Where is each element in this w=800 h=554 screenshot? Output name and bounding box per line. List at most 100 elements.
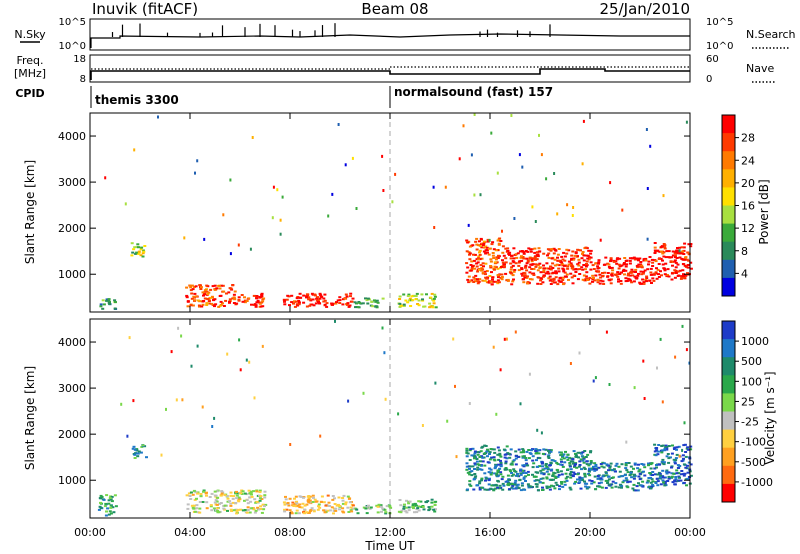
- heatmap-cell: [478, 468, 482, 471]
- heatmap-speckle: [572, 206, 575, 209]
- heatmap-cell: [258, 491, 262, 494]
- heatmap-cell: [133, 453, 137, 456]
- heatmap-cell: [606, 272, 610, 274]
- heatmap-cell: [525, 450, 529, 453]
- nave-label: Nave: [746, 62, 774, 75]
- heatmap-cell: [609, 257, 613, 260]
- heatmap-cell: [485, 281, 489, 284]
- heatmap-cell: [579, 487, 583, 490]
- heatmap-cell: [202, 294, 205, 297]
- heatmap-cell: [257, 301, 261, 304]
- heatmap-cell: [195, 295, 199, 298]
- heatmap-speckle: [688, 361, 691, 365]
- heatmap-cell: [497, 281, 501, 284]
- heatmap-cell: [541, 477, 545, 480]
- heatmap-cell: [523, 274, 527, 277]
- heatmap-cell: [551, 475, 555, 477]
- heatmap-cell: [504, 460, 508, 463]
- heatmap-cell: [370, 300, 374, 303]
- heatmap-cell: [211, 285, 215, 288]
- heatmap-cell: [338, 299, 342, 302]
- heatmap-cell: [627, 272, 630, 275]
- heatmap-cell: [602, 466, 606, 469]
- heatmap-cell: [545, 485, 549, 488]
- heatmap-cell: [512, 473, 515, 476]
- heatmap-cell: [582, 254, 586, 257]
- heatmap-cell: [349, 506, 353, 509]
- heatmap-cell: [470, 454, 474, 457]
- heatmap-speckle: [175, 398, 178, 402]
- heatmap-cell: [555, 263, 559, 266]
- heatmap-cell: [652, 279, 656, 282]
- heatmap-cell: [480, 477, 484, 480]
- heatmap-cell: [318, 506, 322, 509]
- heatmap-speckle: [545, 177, 548, 181]
- heatmap-speckle: [581, 162, 584, 166]
- heatmap-cell: [492, 456, 496, 459]
- heatmap-cell: [553, 248, 557, 251]
- heatmap-cell: [470, 260, 474, 263]
- heatmap-cell: [527, 473, 530, 476]
- heatmap-cell: [141, 252, 145, 255]
- heatmap-cell: [547, 277, 551, 280]
- heatmap-cell: [514, 253, 518, 256]
- heatmap-cell: [466, 278, 470, 281]
- heatmap-cell: [475, 460, 479, 463]
- heatmap-cell: [526, 259, 530, 262]
- heatmap-speckle: [678, 454, 681, 458]
- nsky-label: N.Sky: [14, 28, 46, 41]
- heatmap-cell: [653, 246, 657, 249]
- heatmap-cell: [583, 468, 587, 470]
- heatmap-cell: [569, 460, 573, 463]
- heatmap-speckle: [569, 362, 572, 365]
- heatmap-cell: [196, 492, 200, 495]
- heatmap-cell: [610, 486, 614, 489]
- heatmap-cell: [597, 482, 601, 485]
- heatmap-cell: [514, 262, 518, 265]
- heatmap-cell: [574, 452, 577, 455]
- heatmap-cell: [550, 479, 554, 481]
- heatmap-cell: [481, 460, 485, 463]
- heatmap-cell: [489, 260, 493, 263]
- heatmap-cell: [195, 497, 198, 500]
- heatmap-cell: [571, 458, 575, 461]
- heatmap-cell: [475, 265, 479, 268]
- heatmap-cell: [186, 305, 190, 308]
- heatmap-cell: [239, 492, 243, 495]
- heatmap-cell: [525, 269, 529, 272]
- heatmap-cell: [551, 267, 555, 269]
- heatmap-cell: [669, 260, 673, 263]
- heatmap-cell: [229, 504, 233, 507]
- heatmap-cell: [686, 464, 689, 467]
- heatmap-cell: [574, 271, 578, 273]
- heatmap-cell: [317, 505, 320, 508]
- heatmap-cell: [513, 269, 517, 271]
- heatmap-cell: [585, 271, 589, 274]
- heatmap-cell: [589, 261, 593, 264]
- heatmap-cell: [309, 299, 313, 302]
- heatmap-cell: [349, 292, 353, 295]
- heatmap-cell: [627, 462, 631, 464]
- heatmap-cell: [521, 472, 525, 474]
- heatmap-cell: [486, 240, 490, 243]
- heatmap-speckle: [229, 178, 232, 182]
- heatmap-cell: [586, 453, 590, 456]
- heatmap-cell: [293, 497, 296, 500]
- heatmap-cell: [560, 255, 564, 258]
- heatmap-cell: [580, 468, 583, 471]
- heatmap-cell: [286, 502, 290, 504]
- heatmap-cell: [429, 296, 433, 299]
- heatmap-cell: [202, 300, 206, 302]
- heatmap-cell: [474, 280, 478, 283]
- colorbar-tick-label: 8: [741, 245, 748, 258]
- heatmap-cell: [398, 499, 402, 501]
- heatmap-cell: [686, 471, 690, 474]
- heatmap-cell: [468, 480, 472, 483]
- heatmap-cell: [657, 273, 660, 276]
- heatmap-cell: [486, 238, 490, 241]
- heatmap-cell: [586, 279, 590, 281]
- heatmap-speckle: [683, 421, 686, 425]
- heatmap-cell: [504, 467, 508, 469]
- heatmap-cell: [662, 251, 666, 254]
- heatmap-cell: [639, 263, 643, 266]
